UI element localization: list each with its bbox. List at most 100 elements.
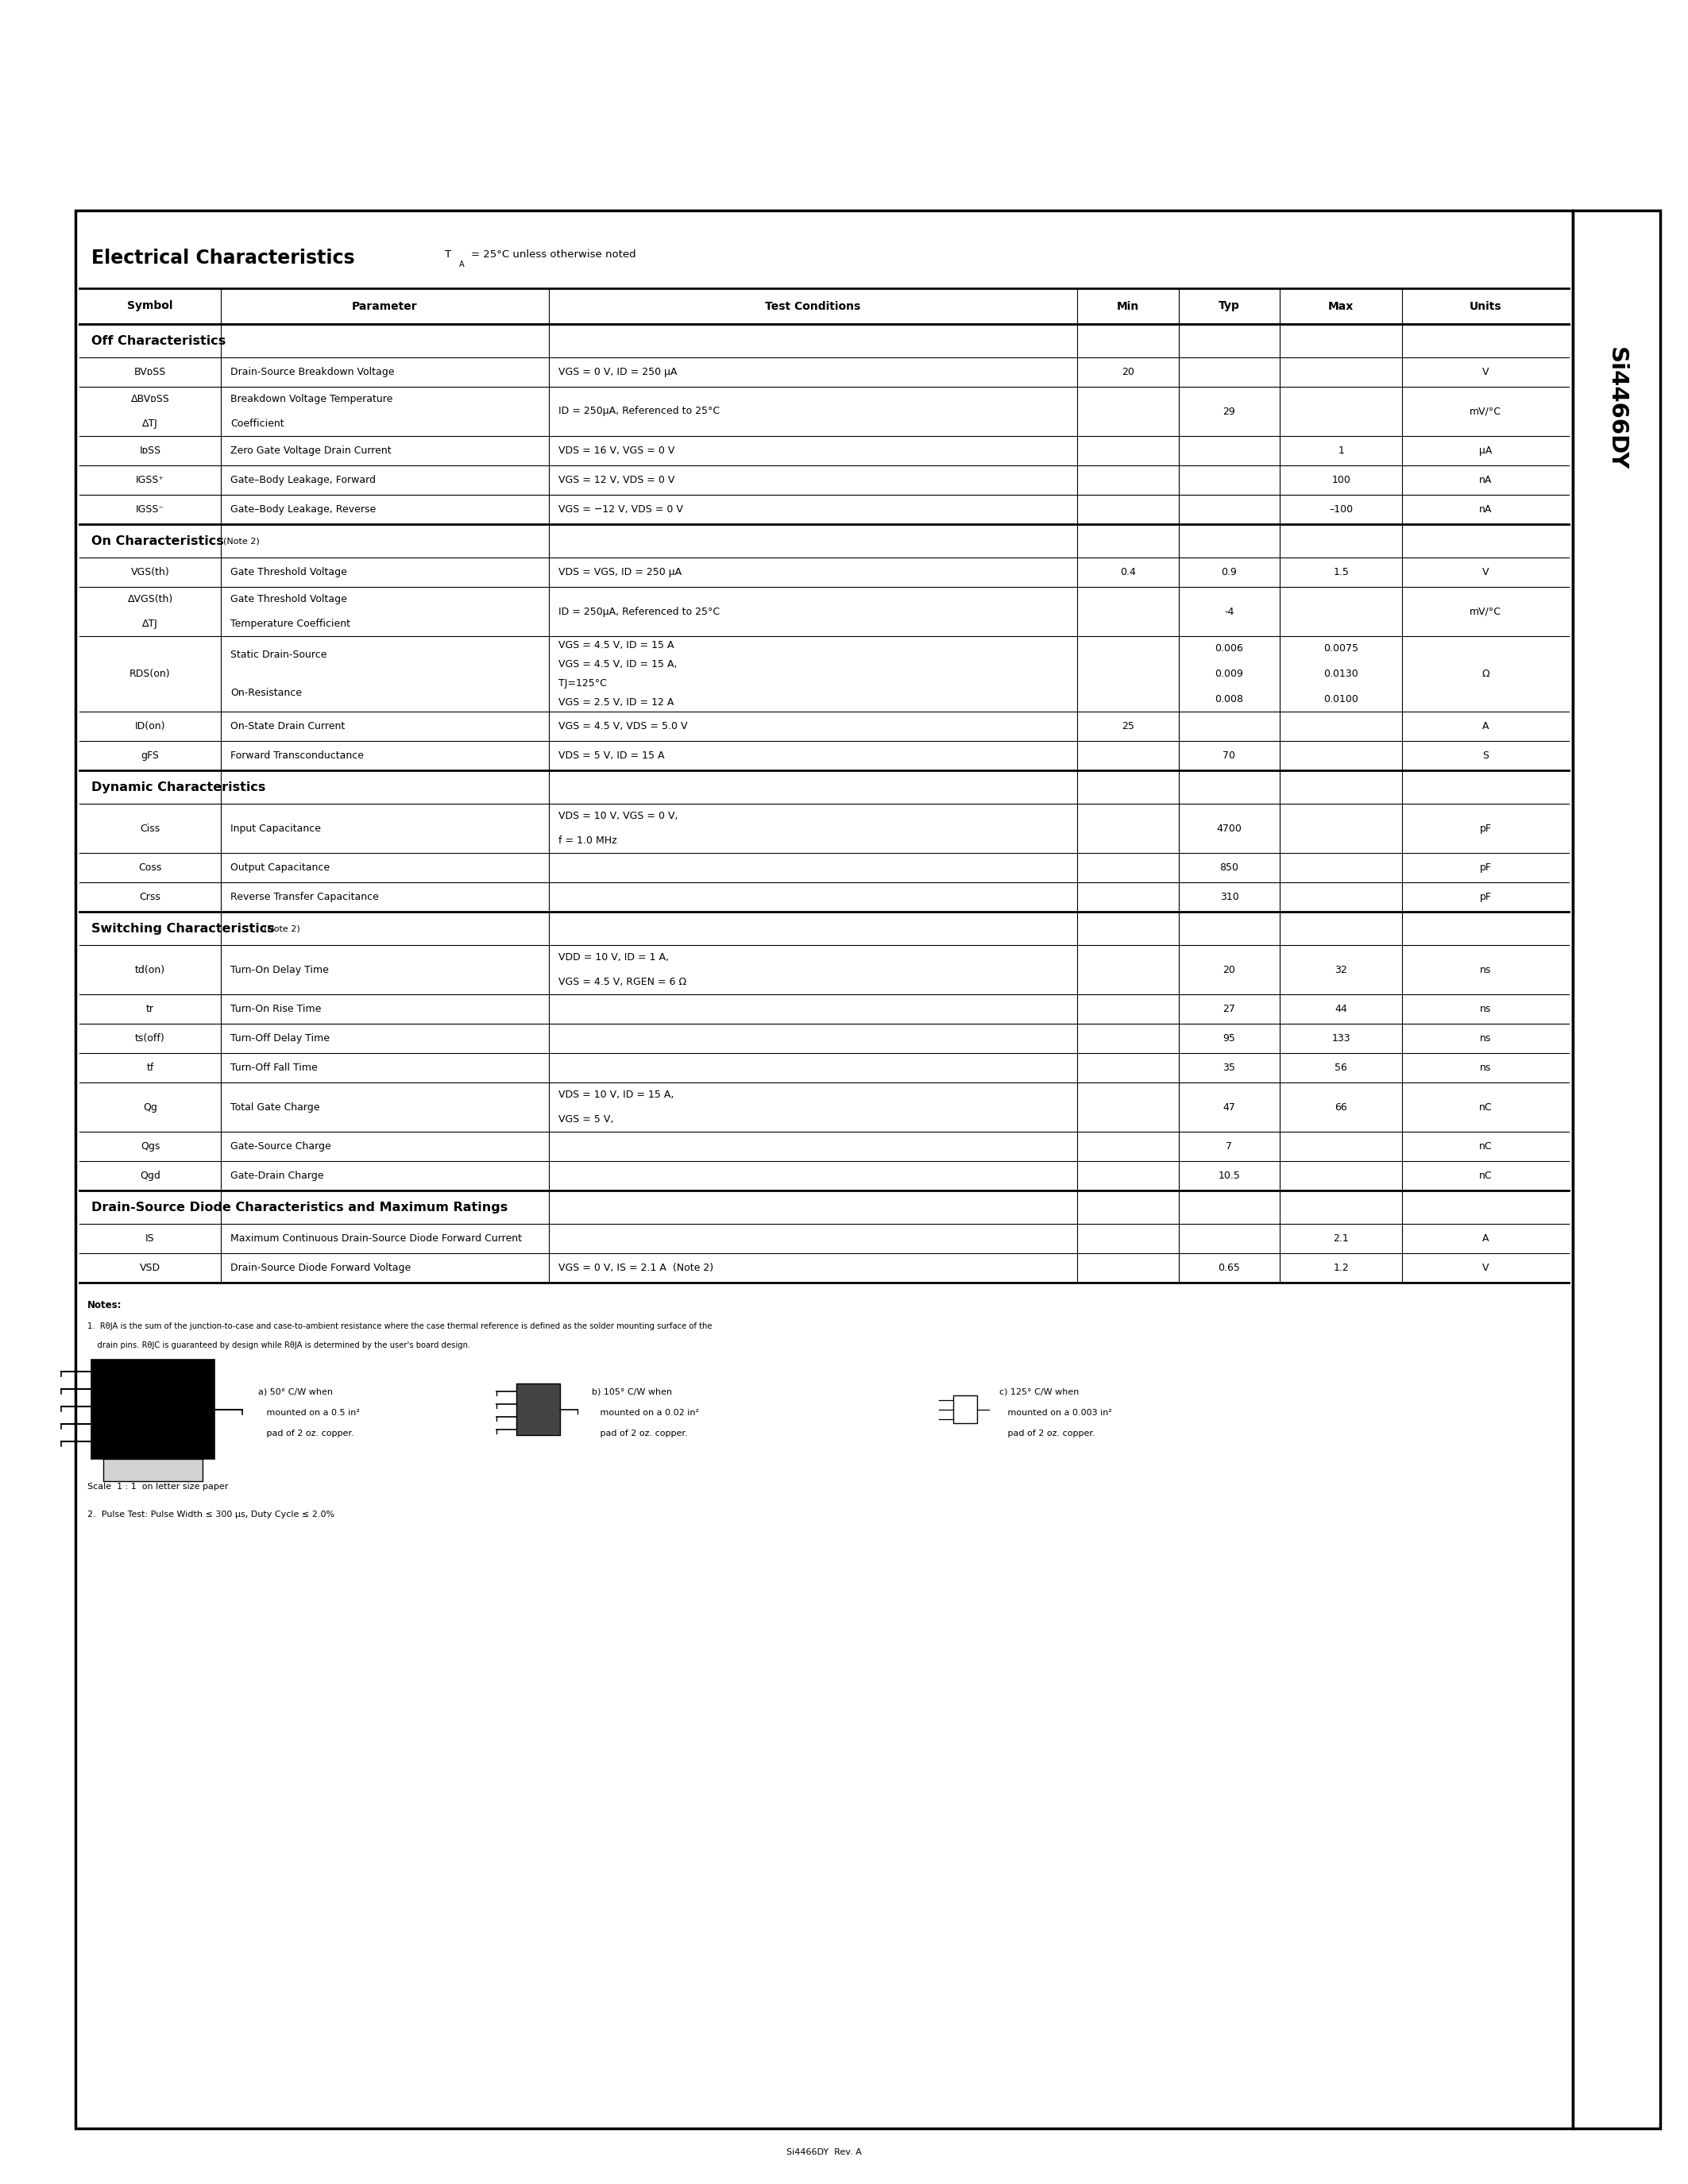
Text: 850: 850 <box>1220 863 1239 874</box>
Text: TJ=125°C: TJ=125°C <box>559 679 606 688</box>
Text: 0.0130: 0.0130 <box>1323 668 1359 679</box>
Text: Off Characteristics: Off Characteristics <box>91 334 226 347</box>
Text: Gate Threshold Voltage: Gate Threshold Voltage <box>231 594 348 605</box>
Text: T: T <box>446 249 451 260</box>
Text: IᴅSS: IᴅSS <box>140 446 160 456</box>
Text: ΔBVᴅSS: ΔBVᴅSS <box>132 393 169 404</box>
Text: VSD: VSD <box>140 1262 160 1273</box>
Text: Symbol: Symbol <box>127 301 174 312</box>
Text: tf: tf <box>147 1064 154 1072</box>
Text: Coss: Coss <box>138 863 162 874</box>
Text: Drain-Source Diode Characteristics and Maximum Ratings: Drain-Source Diode Characteristics and M… <box>91 1201 508 1212</box>
Text: IS: IS <box>145 1234 155 1243</box>
Text: 66: 66 <box>1335 1103 1347 1112</box>
Text: VDS = 5 V, ID = 15 A: VDS = 5 V, ID = 15 A <box>559 751 663 760</box>
Text: IGSS⁻: IGSS⁻ <box>135 505 164 515</box>
Text: Gate–Body Leakage, Forward: Gate–Body Leakage, Forward <box>231 474 376 485</box>
Text: Zero Gate Voltage Drain Current: Zero Gate Voltage Drain Current <box>231 446 392 456</box>
Text: 0.0075: 0.0075 <box>1323 644 1359 653</box>
Text: (Note 2): (Note 2) <box>263 924 300 933</box>
Text: pF: pF <box>1479 863 1492 874</box>
Text: Test Conditions: Test Conditions <box>765 301 861 312</box>
Text: 56: 56 <box>1335 1064 1347 1072</box>
Text: mounted on a 0.003 in²: mounted on a 0.003 in² <box>999 1409 1112 1417</box>
Text: Turn-On Rise Time: Turn-On Rise Time <box>231 1005 321 1013</box>
Text: Maximum Continuous Drain-Source Diode Forward Current: Maximum Continuous Drain-Source Diode Fo… <box>231 1234 522 1243</box>
Text: VGS = 2.5 V, ID = 12 A: VGS = 2.5 V, ID = 12 A <box>559 697 674 708</box>
Text: 0.009: 0.009 <box>1215 668 1244 679</box>
Text: IGSS⁺: IGSS⁺ <box>135 474 164 485</box>
Text: VGS = −12 V, VDS = 0 V: VGS = −12 V, VDS = 0 V <box>559 505 682 515</box>
Text: 10.5: 10.5 <box>1219 1171 1241 1182</box>
Text: pF: pF <box>1479 891 1492 902</box>
Text: mV/°C: mV/°C <box>1470 406 1501 417</box>
Text: VDS = 10 V, VGS = 0 V,: VDS = 10 V, VGS = 0 V, <box>559 810 677 821</box>
Text: VGS = 4.5 V, ID = 15 A: VGS = 4.5 V, ID = 15 A <box>559 640 674 651</box>
Text: Static Drain-Source: Static Drain-Source <box>231 651 327 660</box>
Text: On-Resistance: On-Resistance <box>231 688 302 699</box>
Text: 95: 95 <box>1222 1033 1236 1044</box>
Text: RDS(on): RDS(on) <box>130 668 170 679</box>
Text: ΔTJ: ΔTJ <box>142 618 159 629</box>
Text: 47: 47 <box>1222 1103 1236 1112</box>
Bar <box>1573 210 1661 2129</box>
Bar <box>91 1361 214 1459</box>
Text: Temperature Coefficient: Temperature Coefficient <box>231 618 351 629</box>
Text: VDS = 10 V, ID = 15 A,: VDS = 10 V, ID = 15 A, <box>559 1090 674 1101</box>
Text: Typ: Typ <box>1219 301 1241 312</box>
Text: 0.4: 0.4 <box>1121 568 1136 577</box>
Text: 70: 70 <box>1222 751 1236 760</box>
Text: mV/°C: mV/°C <box>1470 607 1501 616</box>
Text: 20: 20 <box>1121 367 1134 378</box>
Text: = 25°C unless otherwise noted: = 25°C unless otherwise noted <box>471 249 636 260</box>
Text: -4: -4 <box>1224 607 1234 616</box>
Text: V: V <box>1482 1262 1489 1273</box>
Text: pad of 2 oz. copper.: pad of 2 oz. copper. <box>999 1431 1096 1437</box>
Text: VGS = 4.5 V, ID = 15 A,: VGS = 4.5 V, ID = 15 A, <box>559 660 677 670</box>
Text: VDS = 16 V, VGS = 0 V: VDS = 16 V, VGS = 0 V <box>559 446 675 456</box>
Text: 0.008: 0.008 <box>1215 695 1244 703</box>
Text: 20: 20 <box>1222 965 1236 974</box>
Text: 1.  RθJA is the sum of the junction-to-case and case-to-ambient resistance where: 1. RθJA is the sum of the junction-to-ca… <box>88 1321 712 1330</box>
Text: Parameter: Parameter <box>353 301 417 312</box>
Text: VGS = 5 V,: VGS = 5 V, <box>559 1114 613 1125</box>
Text: Total Gate Charge: Total Gate Charge <box>231 1103 319 1112</box>
Text: On-State Drain Current: On-State Drain Current <box>231 721 344 732</box>
Text: 310: 310 <box>1220 891 1239 902</box>
Text: ns: ns <box>1480 965 1491 974</box>
Text: c) 125° C/W when: c) 125° C/W when <box>999 1387 1079 1396</box>
Text: Ciss: Ciss <box>140 823 160 834</box>
Text: ns: ns <box>1480 1005 1491 1013</box>
Text: 32: 32 <box>1335 965 1347 974</box>
Text: 0.0100: 0.0100 <box>1323 695 1359 703</box>
Text: Gate-Drain Charge: Gate-Drain Charge <box>231 1171 324 1182</box>
Text: ID = 250μA, Referenced to 25°C: ID = 250μA, Referenced to 25°C <box>559 607 719 616</box>
Text: Turn-On Delay Time: Turn-On Delay Time <box>231 965 329 974</box>
Text: –100: –100 <box>1328 505 1354 515</box>
Text: 0.65: 0.65 <box>1219 1262 1241 1273</box>
Text: VDD = 10 V, ID = 1 A,: VDD = 10 V, ID = 1 A, <box>559 952 668 963</box>
Text: ID = 250μA, Referenced to 25°C: ID = 250μA, Referenced to 25°C <box>559 406 719 417</box>
Text: 44: 44 <box>1335 1005 1347 1013</box>
Text: 1: 1 <box>1339 446 1344 456</box>
Text: 7: 7 <box>1225 1142 1232 1151</box>
Bar <box>517 1382 560 1435</box>
Text: tr: tr <box>147 1005 154 1013</box>
Text: Gate-Source Charge: Gate-Source Charge <box>231 1142 331 1151</box>
Text: Dynamic Characteristics: Dynamic Characteristics <box>91 782 265 793</box>
Text: Turn-Off Fall Time: Turn-Off Fall Time <box>231 1064 317 1072</box>
Text: Ω: Ω <box>1482 668 1489 679</box>
Text: Gate Threshold Voltage: Gate Threshold Voltage <box>231 568 348 577</box>
Text: b) 105° C/W when: b) 105° C/W when <box>592 1387 672 1396</box>
Text: VGS = 0 V, ID = 250 μA: VGS = 0 V, ID = 250 μA <box>559 367 677 378</box>
Text: ΔVGS(th): ΔVGS(th) <box>128 594 172 605</box>
Text: Output Capacitance: Output Capacitance <box>231 863 329 874</box>
Text: VGS = 4.5 V, RGEN = 6 Ω: VGS = 4.5 V, RGEN = 6 Ω <box>559 976 685 987</box>
Text: 4700: 4700 <box>1217 823 1242 834</box>
Bar <box>954 1396 977 1424</box>
Text: 35: 35 <box>1222 1064 1236 1072</box>
Text: V: V <box>1482 367 1489 378</box>
Text: Si4466DY  Rev. A: Si4466DY Rev. A <box>787 2149 863 2156</box>
Text: 1.2: 1.2 <box>1334 1262 1349 1273</box>
Text: 29: 29 <box>1224 406 1236 417</box>
